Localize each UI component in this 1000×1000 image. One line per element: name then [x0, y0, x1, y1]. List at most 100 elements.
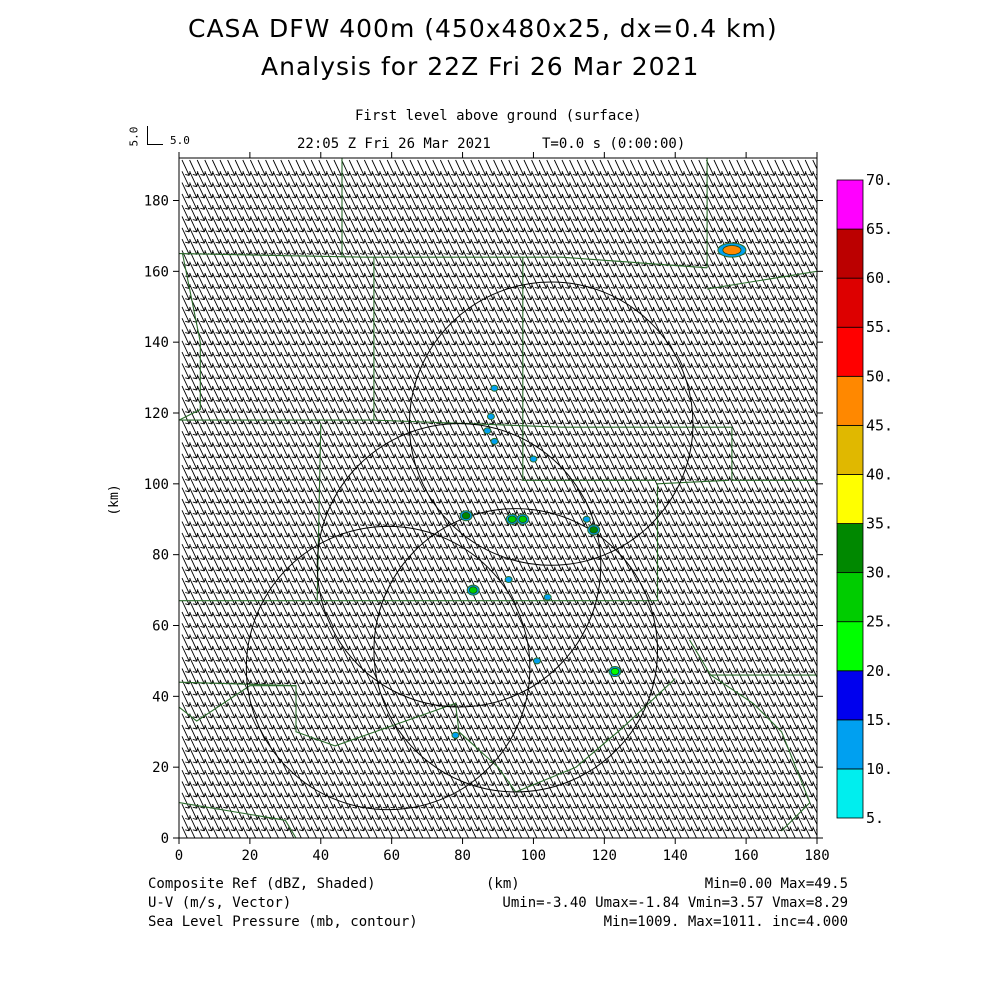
- valid-time-label: 22:05 Z Fri 26 Mar 2021: [297, 136, 491, 152]
- model-time-label: T=0.0 s (0:00:00): [542, 136, 686, 152]
- footer-field-pressure: Sea Level Pressure (mb, contour): [148, 914, 418, 930]
- colorbar: 5. 10. 15. 20. 25. 30. 35. 40. 45. 50. 55. 60. 65. 70…: [836, 171, 893, 827]
- radar-range-rings: [245, 281, 694, 811]
- colorbar-label: 60.: [866, 269, 893, 287]
- radar-ring: [245, 525, 531, 811]
- vector-ref-marker-base: [147, 144, 163, 145]
- colorbar-swatch: [836, 719, 864, 770]
- county-boundaries: [179, 158, 817, 838]
- county-line: [179, 802, 297, 838]
- reflectivity-cell-outer: [490, 437, 499, 445]
- wind-vector-field: [181, 159, 817, 838]
- y-tick-label: 80: [152, 548, 169, 564]
- y-tick-label: 120: [144, 406, 169, 422]
- y-axis-label: (km): [107, 484, 122, 515]
- reflectivity-cell: [507, 515, 517, 523]
- colorbar-label: 65.: [866, 220, 893, 238]
- colorbar-label: 10.: [866, 760, 893, 778]
- x-tick-label: 40: [312, 848, 329, 864]
- x-axis-unit-label: (km): [486, 876, 520, 892]
- wind-vectors: [181, 159, 817, 838]
- colorbar-swatch: [836, 768, 864, 819]
- county-line: [179, 253, 708, 269]
- colorbar-label: 70.: [866, 171, 893, 189]
- colorbar-label: 35.: [866, 515, 893, 533]
- y-tick-label: 60: [152, 619, 169, 635]
- vector-ref-marker: [147, 126, 148, 144]
- x-tick-label: 0: [175, 848, 183, 864]
- reflectivity-cell: [610, 667, 620, 676]
- colorbar-label: 45.: [866, 416, 893, 434]
- footer-stats-pressure: Min=1009. Max=1011. inc=4.000: [603, 914, 848, 930]
- county-line: [710, 674, 811, 832]
- reflectivity-cell: [722, 245, 742, 256]
- colorbar-label: 20.: [866, 662, 893, 680]
- footer-field-reflectivity: Composite Ref (dBZ, Shaded): [148, 876, 376, 892]
- county-line: [179, 253, 201, 421]
- y-tick-label: 140: [144, 335, 169, 351]
- reflectivity-cell-outer: [529, 455, 538, 463]
- y-tick-label: 160: [144, 264, 169, 280]
- colorbar-swatch: [836, 670, 864, 721]
- y-tick-label: 20: [152, 760, 169, 776]
- reflectivity-cell: [468, 586, 478, 594]
- colorbar-swatch: [836, 375, 864, 426]
- x-tick-label: 160: [733, 848, 758, 864]
- colorbar-swatch: [836, 621, 864, 672]
- title-line-1: CASA DFW 400m (450x480x25, dx=0.4 km): [188, 14, 778, 43]
- x-tick-label: 140: [663, 848, 688, 864]
- x-tick-label: 180: [804, 848, 829, 864]
- plot-frame: [178, 157, 818, 839]
- reflectivity-cell: [461, 512, 471, 520]
- colorbar-label: 30.: [866, 564, 893, 582]
- reflectivity-cell-outer: [483, 427, 492, 435]
- y-tick-label: 180: [144, 194, 169, 210]
- x-tick-label: 120: [592, 848, 617, 864]
- county-line: [656, 479, 729, 601]
- y-tick-label: 100: [144, 477, 169, 493]
- colorbar-label: 40.: [866, 465, 893, 483]
- radar-ring: [408, 281, 694, 566]
- county-line: [179, 685, 296, 722]
- colorbar-swatch: [836, 572, 864, 623]
- reflectivity-cell-outer: [504, 575, 513, 583]
- reflectivity-cell-outer: [582, 515, 591, 523]
- county-line: [179, 419, 732, 428]
- footer-stats-wind: Umin=-3.40 Umax=-1.84 Vmin=3.57 Vmax=8.2…: [502, 895, 848, 911]
- colorbar-label: 5.: [866, 809, 884, 827]
- colorbar-swatch: [836, 179, 864, 230]
- county-line: [731, 427, 817, 481]
- colorbar-label: 25.: [866, 613, 893, 631]
- y-tick-label: 0: [161, 831, 169, 847]
- county-line: [515, 678, 676, 793]
- colorbar-swatch: [836, 523, 864, 574]
- level-label: First level above ground (surface): [355, 108, 642, 124]
- reflectivity-cell-outer: [543, 593, 552, 601]
- colorbar-label: 55.: [866, 318, 893, 336]
- vector-ref-horizontal-label: 5.0: [170, 134, 190, 147]
- footer-field-wind: U-V (m/s, Vector): [148, 895, 292, 911]
- colorbar-swatch: [836, 228, 864, 279]
- y-tick-label: 40: [152, 689, 169, 705]
- colorbar-label: 50.: [866, 367, 893, 385]
- county-line: [707, 270, 817, 290]
- colorbar-swatch: [836, 474, 864, 524]
- reflectivity-cell-outer: [451, 731, 460, 739]
- colorbar-swatch: [836, 326, 864, 377]
- x-tick-label: 60: [383, 848, 400, 864]
- radar-ring: [316, 423, 602, 708]
- x-tick-label: 20: [241, 848, 258, 864]
- county-line: [522, 257, 658, 481]
- title-line-2: Analysis for 22Z Fri 26 Mar 2021: [261, 52, 700, 81]
- radar-ring: [373, 508, 658, 793]
- colorbar-swatch: [836, 424, 864, 475]
- x-tick-label: 80: [454, 848, 471, 864]
- reflectivity-cells: [451, 242, 747, 739]
- colorbar-label: 15.: [866, 711, 893, 729]
- footer-stats-reflectivity: Min=0.00 Max=49.5: [704, 876, 848, 892]
- reflectivity-cell-outer: [532, 657, 541, 665]
- vector-reference: 5.0 5.0: [127, 124, 190, 150]
- reflectivity-cell: [518, 515, 528, 523]
- x-tick-label: 100: [521, 848, 546, 864]
